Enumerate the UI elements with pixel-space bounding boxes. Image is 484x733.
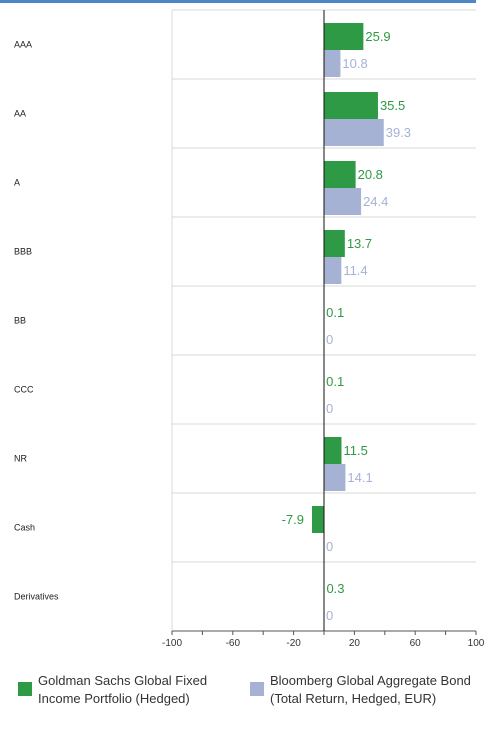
data-label-series-1: 13.7 xyxy=(347,236,372,251)
legend-swatch-series-2 xyxy=(250,682,264,696)
category-label: BBB xyxy=(14,247,32,257)
category-label: BB xyxy=(14,316,26,326)
data-label-series-2: 11.4 xyxy=(343,263,367,278)
data-label-series-1: 0.1 xyxy=(326,305,344,320)
category-label: AAA xyxy=(14,40,32,50)
legend-label-series-1: Goldman Sachs Global Fixed Income Portfo… xyxy=(38,673,208,706)
header-rule xyxy=(0,0,476,3)
bar-series-1[interactable] xyxy=(324,437,342,464)
data-label-series-1: 25.9 xyxy=(365,29,390,44)
data-label-series-1: 11.5 xyxy=(343,443,367,458)
x-tick-label: 60 xyxy=(410,638,422,649)
bar-series-1[interactable] xyxy=(324,92,378,119)
data-label-series-2: 39.3 xyxy=(386,125,411,140)
bar-series-2[interactable] xyxy=(324,50,341,77)
bar-series-1[interactable] xyxy=(324,161,356,188)
x-tick-label: 100 xyxy=(468,638,484,649)
data-label-series-1: 0.1 xyxy=(326,374,344,389)
bar-series-1[interactable] xyxy=(311,506,324,533)
data-label-series-1: 35.5 xyxy=(380,98,405,113)
category-label: Cash xyxy=(14,523,35,533)
category-label: A xyxy=(14,178,20,188)
x-tick-label: -20 xyxy=(286,638,301,649)
data-label-series-2: 10.8 xyxy=(342,56,367,71)
data-label-series-1: -7.9 xyxy=(282,512,304,527)
category-label: NR xyxy=(14,454,27,464)
bar-series-1[interactable] xyxy=(324,230,345,257)
data-label-series-2: 24.4 xyxy=(363,194,388,209)
bar-series-2[interactable] xyxy=(324,257,342,284)
x-tick-label: 20 xyxy=(349,638,361,649)
bar-series-1[interactable] xyxy=(324,23,364,50)
data-label-series-1: 0.3 xyxy=(326,581,344,596)
bar-series-2[interactable] xyxy=(324,119,384,146)
data-label-series-2: 0 xyxy=(326,401,333,416)
data-label-series-2: 0 xyxy=(326,608,333,623)
bar-series-2[interactable] xyxy=(324,464,346,491)
category-label: CCC xyxy=(14,385,34,395)
category-label: Derivatives xyxy=(14,592,59,602)
data-label-series-2: 0 xyxy=(326,539,333,554)
legend: Goldman Sachs Global Fixed Income Portfo… xyxy=(18,672,480,730)
bar-chart: -100 -60 -20 20 60 100AAAAAABBBBBCCCNRCashDer… xyxy=(14,9,484,649)
category-label: AA xyxy=(14,109,26,119)
legend-swatch-series-1 xyxy=(18,682,32,696)
data-label-series-2: 0 xyxy=(326,332,333,347)
legend-label-series-2: Bloomberg Global Aggregate Bond (Total R… xyxy=(270,673,471,706)
x-tick-label: -100 xyxy=(162,638,182,649)
legend-item-series-2[interactable]: Bloomberg Global Aggregate Bond (Total R… xyxy=(250,672,474,730)
legend-item-series-1[interactable]: Goldman Sachs Global Fixed Income Portfo… xyxy=(18,672,242,730)
bar-series-2[interactable] xyxy=(324,188,362,215)
data-label-series-1: 20.8 xyxy=(358,167,383,182)
x-tick-label: -60 xyxy=(226,638,241,649)
data-label-series-2: 14.1 xyxy=(347,470,372,485)
